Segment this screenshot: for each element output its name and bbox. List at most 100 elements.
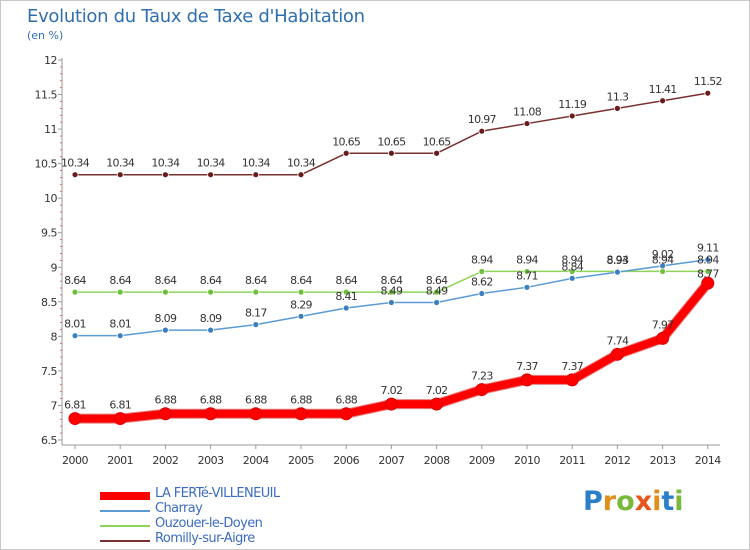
data-label: 8.01	[64, 318, 86, 331]
data-point	[704, 89, 712, 97]
data-label: 8.64	[381, 274, 403, 287]
data-point	[433, 149, 441, 157]
legend-swatch	[100, 525, 150, 527]
x-tick-label: 2011	[559, 454, 585, 467]
data-label: 8.64	[200, 274, 222, 287]
data-point	[204, 407, 218, 421]
y-tick-label: 11	[44, 123, 57, 136]
y-tick-label: 8	[51, 330, 58, 343]
data-point	[384, 397, 398, 411]
data-point	[478, 127, 486, 135]
data-label: 10.34	[197, 157, 226, 170]
x-tick-label: 2009	[469, 454, 495, 467]
legend-label: LA FERTé-VILLENEUIL	[155, 486, 280, 501]
data-label: 10.65	[423, 135, 452, 148]
legend-item: Ouzouer-le-Doyen	[100, 516, 360, 534]
data-label: 8.94	[697, 253, 719, 266]
data-point	[523, 283, 531, 291]
data-point	[294, 407, 308, 421]
x-tick-label: 2000	[62, 454, 88, 467]
brand-letter: i	[674, 486, 684, 517]
data-point	[342, 304, 350, 312]
y-tick-label: 11.5	[35, 89, 58, 102]
data-point	[116, 171, 124, 179]
brand-letter: P	[583, 486, 603, 517]
data-point	[207, 171, 215, 179]
data-label: 6.81	[64, 399, 86, 412]
series-layer	[68, 89, 715, 426]
data-point	[342, 149, 350, 157]
data-point	[610, 347, 624, 361]
data-point	[113, 412, 127, 426]
data-point	[71, 171, 79, 179]
brand-letter: x	[634, 486, 653, 517]
data-point	[433, 288, 441, 296]
data-label: 6.88	[245, 394, 267, 407]
data-label: 10.34	[151, 157, 180, 170]
data-point	[704, 256, 712, 264]
data-label: 8.94	[471, 253, 493, 266]
x-tick-label: 2002	[152, 454, 178, 467]
data-point	[701, 276, 715, 290]
data-label: 6.81	[109, 399, 131, 412]
data-point	[161, 288, 169, 296]
data-label: 8.29	[290, 298, 312, 311]
legend-label: Romilly-sur-Aigre	[155, 531, 255, 546]
data-point	[659, 97, 666, 105]
data-point	[297, 312, 305, 320]
data-label: 10.34	[106, 157, 135, 170]
x-tick-label: 2013	[650, 454, 676, 467]
data-label: 10.34	[242, 157, 271, 170]
data-label: 8.17	[245, 307, 267, 320]
data-point	[478, 268, 486, 275]
y-tick-label: 6.5	[41, 434, 57, 447]
data-label: 8.09	[155, 312, 177, 325]
data-point	[297, 171, 305, 179]
data-point	[252, 288, 260, 296]
data-point	[565, 373, 579, 387]
y-tick-label: 10	[44, 192, 57, 205]
data-point	[704, 268, 712, 275]
data-point	[207, 326, 215, 334]
x-tick-label: 2014	[695, 454, 721, 467]
data-point	[207, 288, 215, 296]
data-label: 10.65	[332, 135, 361, 148]
data-point	[68, 412, 82, 426]
y-tick-label: 7	[51, 399, 58, 412]
data-point	[659, 262, 666, 270]
data-label: 6.88	[290, 394, 312, 407]
data-label: 8.94	[516, 253, 538, 266]
data-label: 8.94	[607, 253, 629, 266]
data-point	[478, 290, 486, 297]
data-point	[116, 288, 124, 296]
data-label: 8.49	[426, 285, 448, 298]
data-label: 8.64	[290, 274, 312, 287]
data-point	[568, 112, 576, 120]
data-label: 11.52	[694, 75, 722, 88]
legend-item: Charray	[100, 501, 360, 519]
data-point	[659, 268, 666, 275]
data-label: 8.01	[109, 318, 131, 331]
data-label: 7.37	[516, 360, 538, 373]
data-label: 8.62	[471, 276, 493, 289]
data-label: 8.94	[561, 253, 583, 266]
data-point	[252, 321, 260, 329]
data-label: 8.41	[335, 290, 357, 303]
x-tick-label: 2008	[424, 454, 450, 467]
data-labels: 10.34 10.34 10.34 10.34 10.34 10.34 10.65 10.65…	[61, 75, 722, 411]
data-point	[161, 171, 169, 179]
data-point	[252, 171, 260, 179]
x-tick-label: 2005	[288, 454, 314, 467]
x-tick-label: 2004	[243, 454, 269, 467]
data-label: 10.34	[61, 157, 90, 170]
data-point	[614, 268, 621, 276]
brand-letter: o	[616, 486, 635, 517]
series-1	[71, 256, 712, 340]
data-label: 8.84	[561, 260, 583, 273]
series-0	[68, 276, 715, 426]
legend-label: Charray	[155, 501, 203, 516]
y-tick-label: 9	[51, 261, 58, 274]
data-label: 10.97	[468, 113, 497, 126]
